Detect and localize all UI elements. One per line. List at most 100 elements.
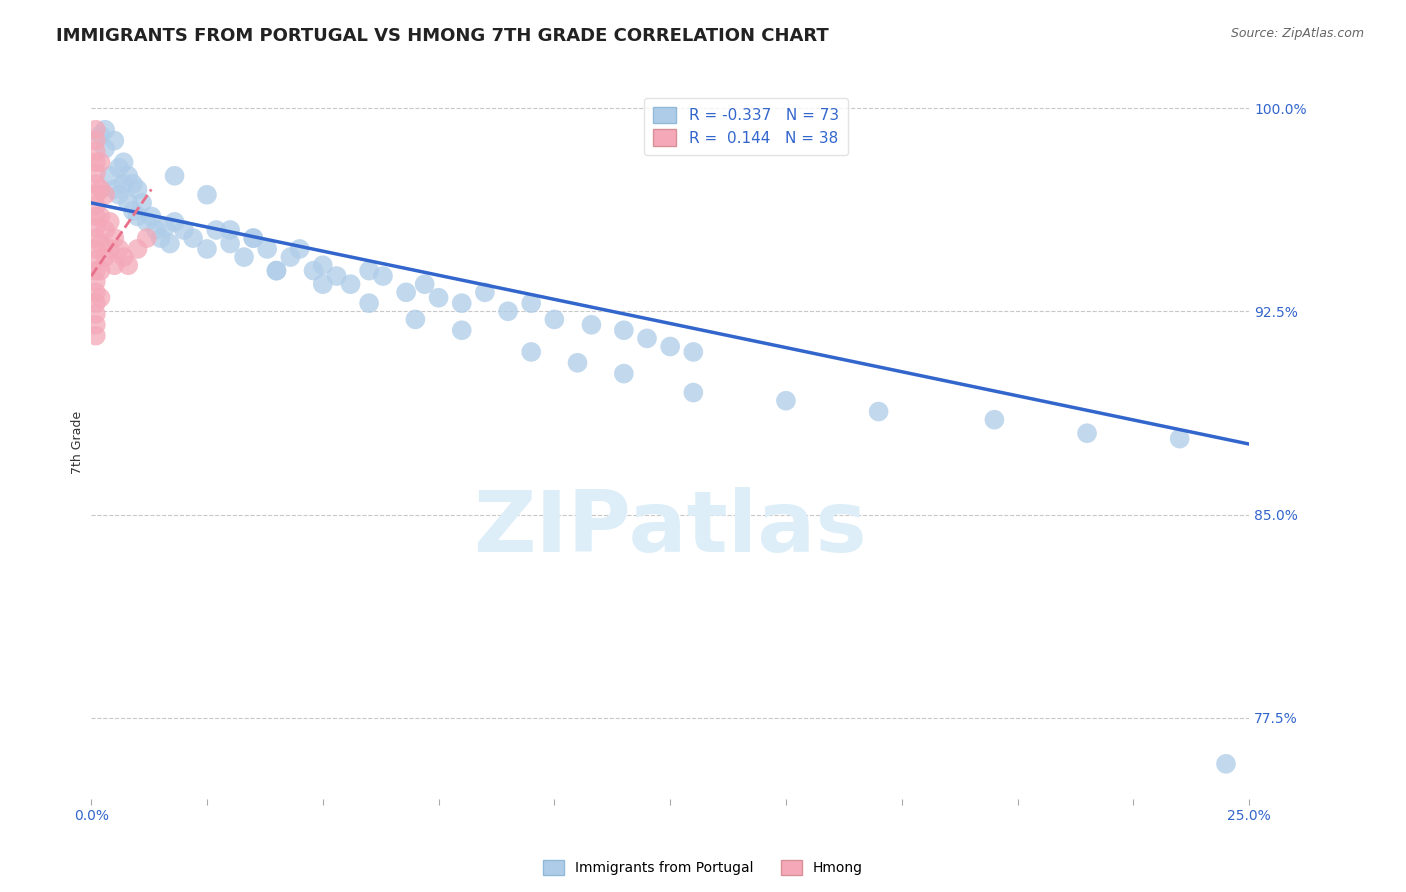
- Point: [135, 215, 157, 229]
- Point: [145, 223, 167, 237]
- Point: [312, 258, 335, 272]
- Point: [94, 250, 117, 264]
- Point: [84, 177, 107, 191]
- Point: [682, 385, 704, 400]
- Point: [520, 296, 543, 310]
- Point: [173, 223, 195, 237]
- Point: [450, 296, 472, 310]
- Point: [868, 404, 890, 418]
- Point: [112, 250, 135, 264]
- Point: [613, 323, 636, 337]
- Point: [682, 345, 704, 359]
- Point: [84, 210, 107, 224]
- Point: [89, 128, 111, 143]
- Point: [117, 169, 139, 183]
- Point: [163, 215, 186, 229]
- Point: [339, 277, 361, 292]
- Point: [94, 223, 117, 237]
- Point: [112, 177, 135, 191]
- Point: [325, 268, 347, 283]
- Point: [103, 182, 125, 196]
- Point: [205, 223, 228, 237]
- Point: [280, 250, 302, 264]
- Point: [219, 236, 242, 251]
- Point: [98, 242, 121, 256]
- Point: [567, 356, 589, 370]
- Point: [359, 263, 381, 277]
- Point: [117, 258, 139, 272]
- Point: [94, 122, 117, 136]
- Point: [84, 145, 107, 159]
- Point: [89, 236, 111, 251]
- Point: [195, 242, 218, 256]
- Point: [581, 318, 603, 332]
- Point: [520, 345, 543, 359]
- Point: [404, 312, 426, 326]
- Legend: R = -0.337   N = 73, R =  0.144   N = 38: R = -0.337 N = 73, R = 0.144 N = 38: [644, 97, 848, 155]
- Point: [103, 258, 125, 272]
- Point: [155, 220, 177, 235]
- Point: [1168, 432, 1191, 446]
- Legend: Immigrants from Portugal, Hmong: Immigrants from Portugal, Hmong: [537, 855, 869, 880]
- Point: [131, 195, 153, 210]
- Point: [84, 263, 107, 277]
- Point: [159, 236, 181, 251]
- Point: [84, 242, 107, 256]
- Point: [84, 166, 107, 180]
- Point: [94, 187, 117, 202]
- Point: [84, 296, 107, 310]
- Point: [127, 242, 149, 256]
- Point: [108, 161, 131, 175]
- Point: [1076, 426, 1098, 441]
- Point: [135, 231, 157, 245]
- Point: [84, 252, 107, 267]
- Point: [242, 231, 264, 245]
- Point: [94, 142, 117, 156]
- Point: [219, 223, 242, 237]
- Point: [84, 231, 107, 245]
- Point: [427, 291, 450, 305]
- Point: [312, 277, 335, 292]
- Point: [266, 263, 288, 277]
- Point: [233, 250, 256, 264]
- Point: [149, 231, 172, 245]
- Text: ZIPatlas: ZIPatlas: [474, 487, 868, 570]
- Point: [496, 304, 519, 318]
- Y-axis label: 7th Grade: 7th Grade: [72, 411, 84, 475]
- Point: [1215, 756, 1237, 771]
- Text: Source: ZipAtlas.com: Source: ZipAtlas.com: [1230, 27, 1364, 40]
- Point: [117, 195, 139, 210]
- Point: [127, 210, 149, 224]
- Point: [108, 242, 131, 256]
- Point: [181, 231, 204, 245]
- Point: [450, 323, 472, 337]
- Point: [983, 412, 1005, 426]
- Point: [141, 210, 163, 224]
- Point: [103, 231, 125, 245]
- Point: [122, 204, 145, 219]
- Point: [302, 263, 325, 277]
- Point: [84, 285, 107, 300]
- Point: [613, 367, 636, 381]
- Point: [89, 291, 111, 305]
- Point: [98, 215, 121, 229]
- Point: [163, 169, 186, 183]
- Point: [543, 312, 565, 326]
- Point: [108, 187, 131, 202]
- Point: [84, 220, 107, 235]
- Point: [89, 182, 111, 196]
- Point: [89, 155, 111, 169]
- Point: [84, 318, 107, 332]
- Point: [413, 277, 436, 292]
- Point: [84, 187, 107, 202]
- Point: [84, 307, 107, 321]
- Point: [98, 169, 121, 183]
- Point: [122, 177, 145, 191]
- Point: [775, 393, 797, 408]
- Point: [84, 155, 107, 169]
- Point: [84, 122, 107, 136]
- Point: [359, 296, 381, 310]
- Point: [112, 155, 135, 169]
- Point: [636, 331, 658, 345]
- Point: [474, 285, 496, 300]
